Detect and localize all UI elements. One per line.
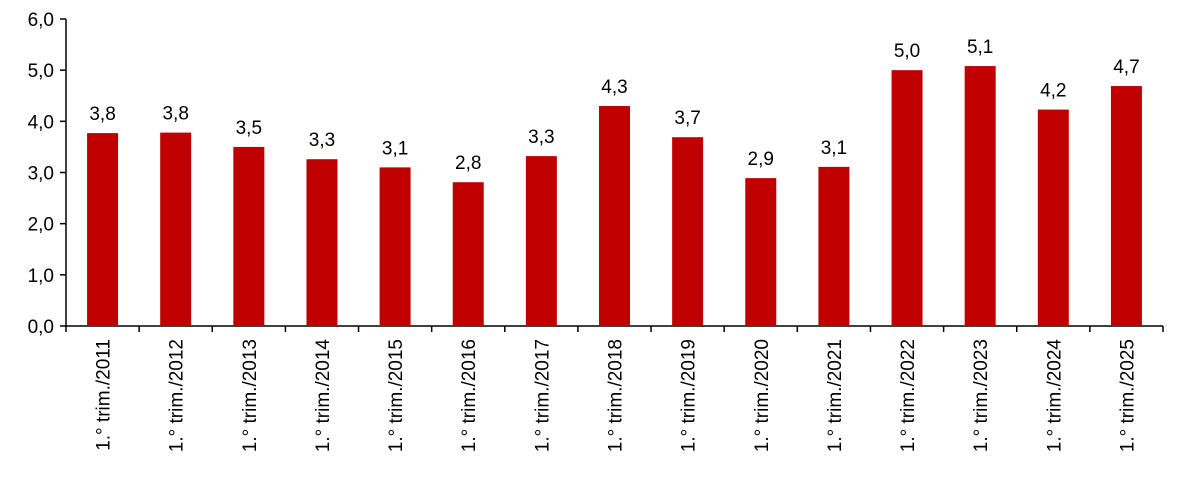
bar (306, 159, 338, 326)
x-tick-label: 1.° trim./2012 (167, 339, 188, 452)
y-tick-label: 0,0 (28, 317, 54, 338)
data-labels: 3,8 3,8 3,5 3,3 3,1 2,8 3,3 4,3 3,7 2,9 3,1 5,0 5,1 4… (89, 37, 1139, 174)
data-label: 3,3 (528, 127, 554, 148)
bar (964, 66, 996, 326)
data-label: 4,3 (601, 77, 627, 98)
x-tick-label: 1.° trim./2019 (679, 339, 700, 452)
data-label: 5,1 (967, 37, 993, 58)
x-axis: 1.° trim./2011 1.° trim./2012 1.° trim./20… (65, 325, 1164, 453)
bars (87, 66, 1142, 327)
x-tick-label: 1.° trim./2021 (825, 339, 846, 452)
data-label: 4,7 (1113, 57, 1139, 78)
data-label: 3,1 (382, 138, 408, 159)
data-label: 3,5 (236, 118, 262, 139)
x-tick-label: 1.° trim./2025 (1117, 339, 1138, 452)
data-label: 2,8 (455, 153, 481, 174)
bar (1110, 86, 1142, 326)
y-tick-label: 3,0 (28, 164, 54, 185)
x-tick-label: 1.° trim./2020 (752, 339, 773, 452)
bar (379, 167, 411, 326)
data-label: 3,8 (89, 104, 115, 125)
bar (745, 178, 777, 326)
x-tick-label: 1.° trim./2013 (240, 339, 261, 452)
bar (87, 133, 119, 326)
x-tick-label: 1.° trim./2022 (898, 339, 919, 452)
y-axis: 0,0 1,0 2,0 3,0 4,0 5,0 6,0 (28, 10, 67, 338)
bar (891, 70, 923, 327)
x-tick-label: 1.° trim./2024 (1044, 339, 1065, 453)
data-label: 3,3 (309, 130, 335, 151)
x-tick-label: 1.° trim./2023 (971, 339, 992, 452)
data-label: 3,7 (674, 108, 700, 129)
bar (599, 105, 630, 326)
bar (1037, 109, 1069, 326)
data-label: 3,1 (821, 138, 847, 159)
x-tick-label: 1.° trim./2018 (606, 339, 627, 452)
data-label: 2,9 (748, 149, 774, 170)
y-tick-label: 1,0 (28, 266, 54, 287)
x-tick-label: 1.° trim./2017 (532, 339, 553, 452)
bar (672, 137, 704, 326)
y-tick-label: 4,0 (28, 112, 54, 133)
x-tick-label: 1.° trim./2014 (313, 339, 334, 453)
x-tick-label: 1.° trim./2016 (459, 339, 480, 452)
bar (452, 182, 484, 326)
bar (233, 146, 265, 326)
x-tick-label: 1.° trim./2015 (386, 339, 407, 452)
x-tick-label: 1.° trim./2011 (94, 339, 115, 451)
y-tick-label: 6,0 (28, 10, 54, 31)
bar (525, 156, 557, 326)
data-label: 5,0 (894, 41, 920, 62)
data-label: 4,2 (1040, 81, 1066, 102)
bar (160, 132, 192, 326)
data-label: 3,8 (162, 104, 188, 125)
bar (818, 166, 850, 326)
y-tick-label: 2,0 (28, 215, 54, 236)
y-tick-label: 5,0 (28, 61, 54, 82)
